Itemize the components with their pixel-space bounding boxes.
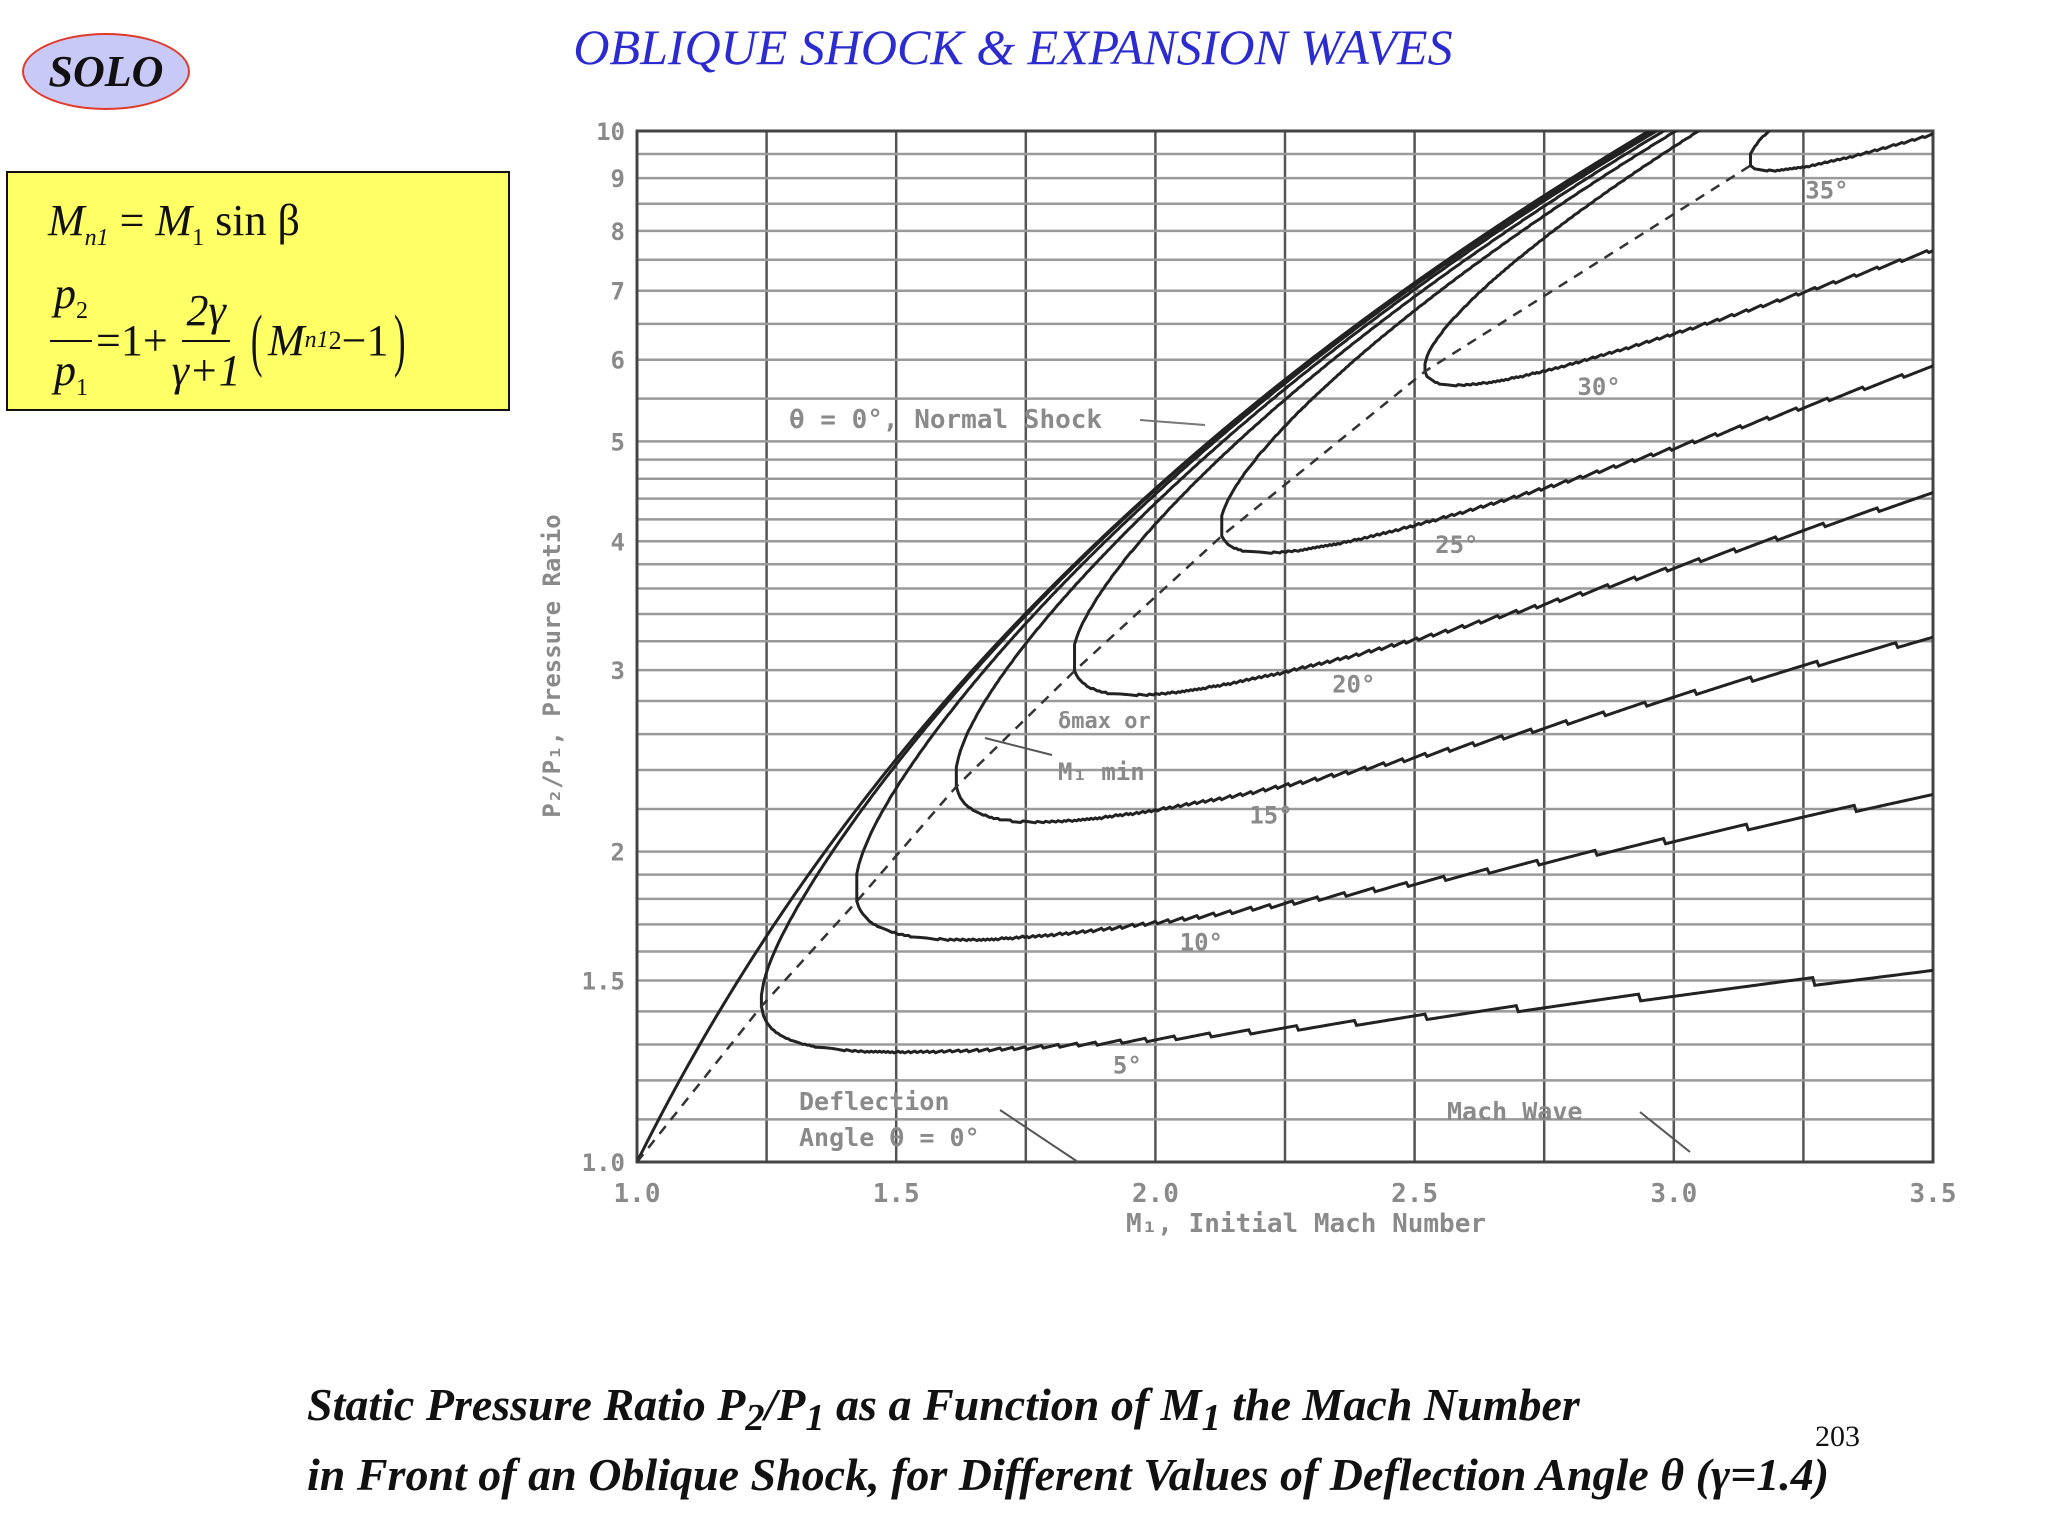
cap-b: /P bbox=[764, 1379, 806, 1430]
f2-den: p bbox=[54, 345, 76, 395]
dmax-arrow bbox=[984, 737, 1053, 756]
y-tick-label: 1.0 bbox=[582, 1149, 625, 1177]
f2-gamma-num: 2γ bbox=[182, 282, 230, 342]
plot-frame bbox=[635, 129, 1935, 1164]
annotation-angle-zero: Angle θ = 0° bbox=[799, 1123, 980, 1152]
y-tick-label: 6 bbox=[611, 347, 625, 375]
x-tick-label: 3.0 bbox=[1650, 1179, 1697, 1209]
f1-sin: sin β bbox=[215, 196, 300, 245]
x-tick-label: 3.5 bbox=[1910, 1179, 1957, 1209]
deflection-curve-5 bbox=[759, 131, 1933, 1055]
y-tick-label: 2 bbox=[611, 839, 625, 867]
angle-label-25: 25° bbox=[1435, 531, 1478, 559]
annotation-m1min: M₁ min bbox=[1058, 758, 1145, 786]
caption-line-2: in Front of an Oblique Shock, for Differ… bbox=[307, 1449, 1830, 1500]
p-ratio-fraction: p2 p1 bbox=[50, 265, 92, 417]
angle-labels: 5° 10° 15° 20° 25° 30° 35° bbox=[1113, 176, 1849, 1079]
grid bbox=[635, 129, 1935, 1164]
y-tick-label: 4 bbox=[611, 528, 625, 556]
angle-label-20: 20° bbox=[1332, 670, 1375, 698]
axis-ticks: 1.0 1.5 2.0 2.5 3.0 3.5 1.0 1.5 2 3 4 5 6 7 8 9 10 bbox=[582, 118, 1957, 1209]
slide-title: OBLIQUE SHOCK & EXPANSION WAVES bbox=[573, 19, 1453, 75]
annotation-mach-wave: Mach Wave bbox=[1447, 1097, 1582, 1126]
angle-label-30: 30° bbox=[1577, 373, 1620, 401]
deflection-curve-10 bbox=[855, 131, 1933, 943]
cap-a: Static Pressure Ratio P bbox=[307, 1379, 746, 1430]
y-tick-label: 8 bbox=[611, 218, 625, 246]
y-tick-label: 5 bbox=[611, 428, 625, 456]
mach-wave-arrow bbox=[1639, 1111, 1691, 1153]
f1-lhs: M bbox=[48, 196, 85, 245]
f2-den-sub: 1 bbox=[76, 374, 88, 401]
angle-label-15: 15° bbox=[1249, 802, 1292, 830]
deflection-curve-15 bbox=[954, 131, 1933, 825]
y-axis-label: P₂/P₁, Pressure Ratio bbox=[538, 514, 566, 817]
y-tick-label: 1.5 bbox=[582, 967, 625, 995]
x-tick-label: 1.0 bbox=[614, 1179, 661, 1209]
f2-eq: =1+ bbox=[96, 316, 168, 366]
solo-badge: SOLO bbox=[22, 33, 190, 110]
formula-normal-mach: Mn1 = M1 sin β bbox=[48, 195, 300, 252]
f1-rhs-sub: 1 bbox=[192, 224, 205, 251]
f2-m: M bbox=[267, 316, 305, 366]
normal-shock-arrow bbox=[1139, 419, 1206, 426]
page-number: 203 bbox=[1815, 1420, 1860, 1453]
f2-tail: −1 bbox=[341, 316, 389, 366]
f2-m-sup: 2 bbox=[328, 325, 342, 355]
x-tick-label: 1.5 bbox=[873, 1179, 920, 1209]
cap-subm: 1 bbox=[1201, 1397, 1221, 1440]
deflection-arrow bbox=[999, 1109, 1079, 1163]
x-tick-label: 2.0 bbox=[1132, 1179, 1179, 1209]
annotation-deflection: Deflection bbox=[799, 1087, 950, 1116]
f2-num-sub: 2 bbox=[76, 297, 88, 324]
angle-label-5: 5° bbox=[1113, 1051, 1142, 1079]
f1-lhs-sub: n1 bbox=[84, 224, 109, 251]
caption-line-1: Static Pressure Ratio P2/P1 as a Functio… bbox=[307, 1378, 1580, 1440]
y-tick-label: 10 bbox=[596, 118, 625, 146]
cap-d: the Mach Number bbox=[1220, 1379, 1580, 1430]
f2-gamma-den: γ+1 bbox=[171, 345, 241, 395]
x-axis-label: M₁, Initial Mach Number bbox=[1126, 1209, 1486, 1239]
f2-m-sub: n1 bbox=[304, 327, 329, 354]
deflection-curve-35 bbox=[1749, 131, 1933, 173]
cap-c: as a Function of M bbox=[824, 1379, 1202, 1430]
deflection-curve-20 bbox=[1073, 131, 1933, 698]
y-tick-label: 3 bbox=[611, 657, 625, 685]
curves bbox=[637, 131, 1933, 1162]
angle-label-35: 35° bbox=[1805, 176, 1848, 204]
x-tick-label: 2.5 bbox=[1391, 1179, 1438, 1209]
cap-sub2: 2 bbox=[745, 1397, 765, 1440]
f1-eq: = bbox=[119, 196, 145, 245]
f1-rhs: M bbox=[155, 196, 193, 245]
max-deflection-locus bbox=[637, 164, 1752, 1162]
y-tick-label: 9 bbox=[611, 165, 625, 193]
cap-sub1: 1 bbox=[805, 1397, 825, 1440]
annotation-normal-shock: θ = 0°, Normal Shock bbox=[789, 405, 1102, 435]
solo-badge-label: SOLO bbox=[48, 47, 164, 96]
f2-num: p bbox=[54, 269, 76, 318]
annotation-dmax: δmax or bbox=[1058, 709, 1151, 734]
y-tick-label: 7 bbox=[611, 278, 625, 306]
gamma-fraction: 2γ γ+1 bbox=[172, 282, 241, 400]
angle-label-10: 10° bbox=[1180, 928, 1223, 956]
deflection-curve-25 bbox=[1220, 131, 1933, 555]
deflection-curve-30 bbox=[1423, 131, 1933, 388]
